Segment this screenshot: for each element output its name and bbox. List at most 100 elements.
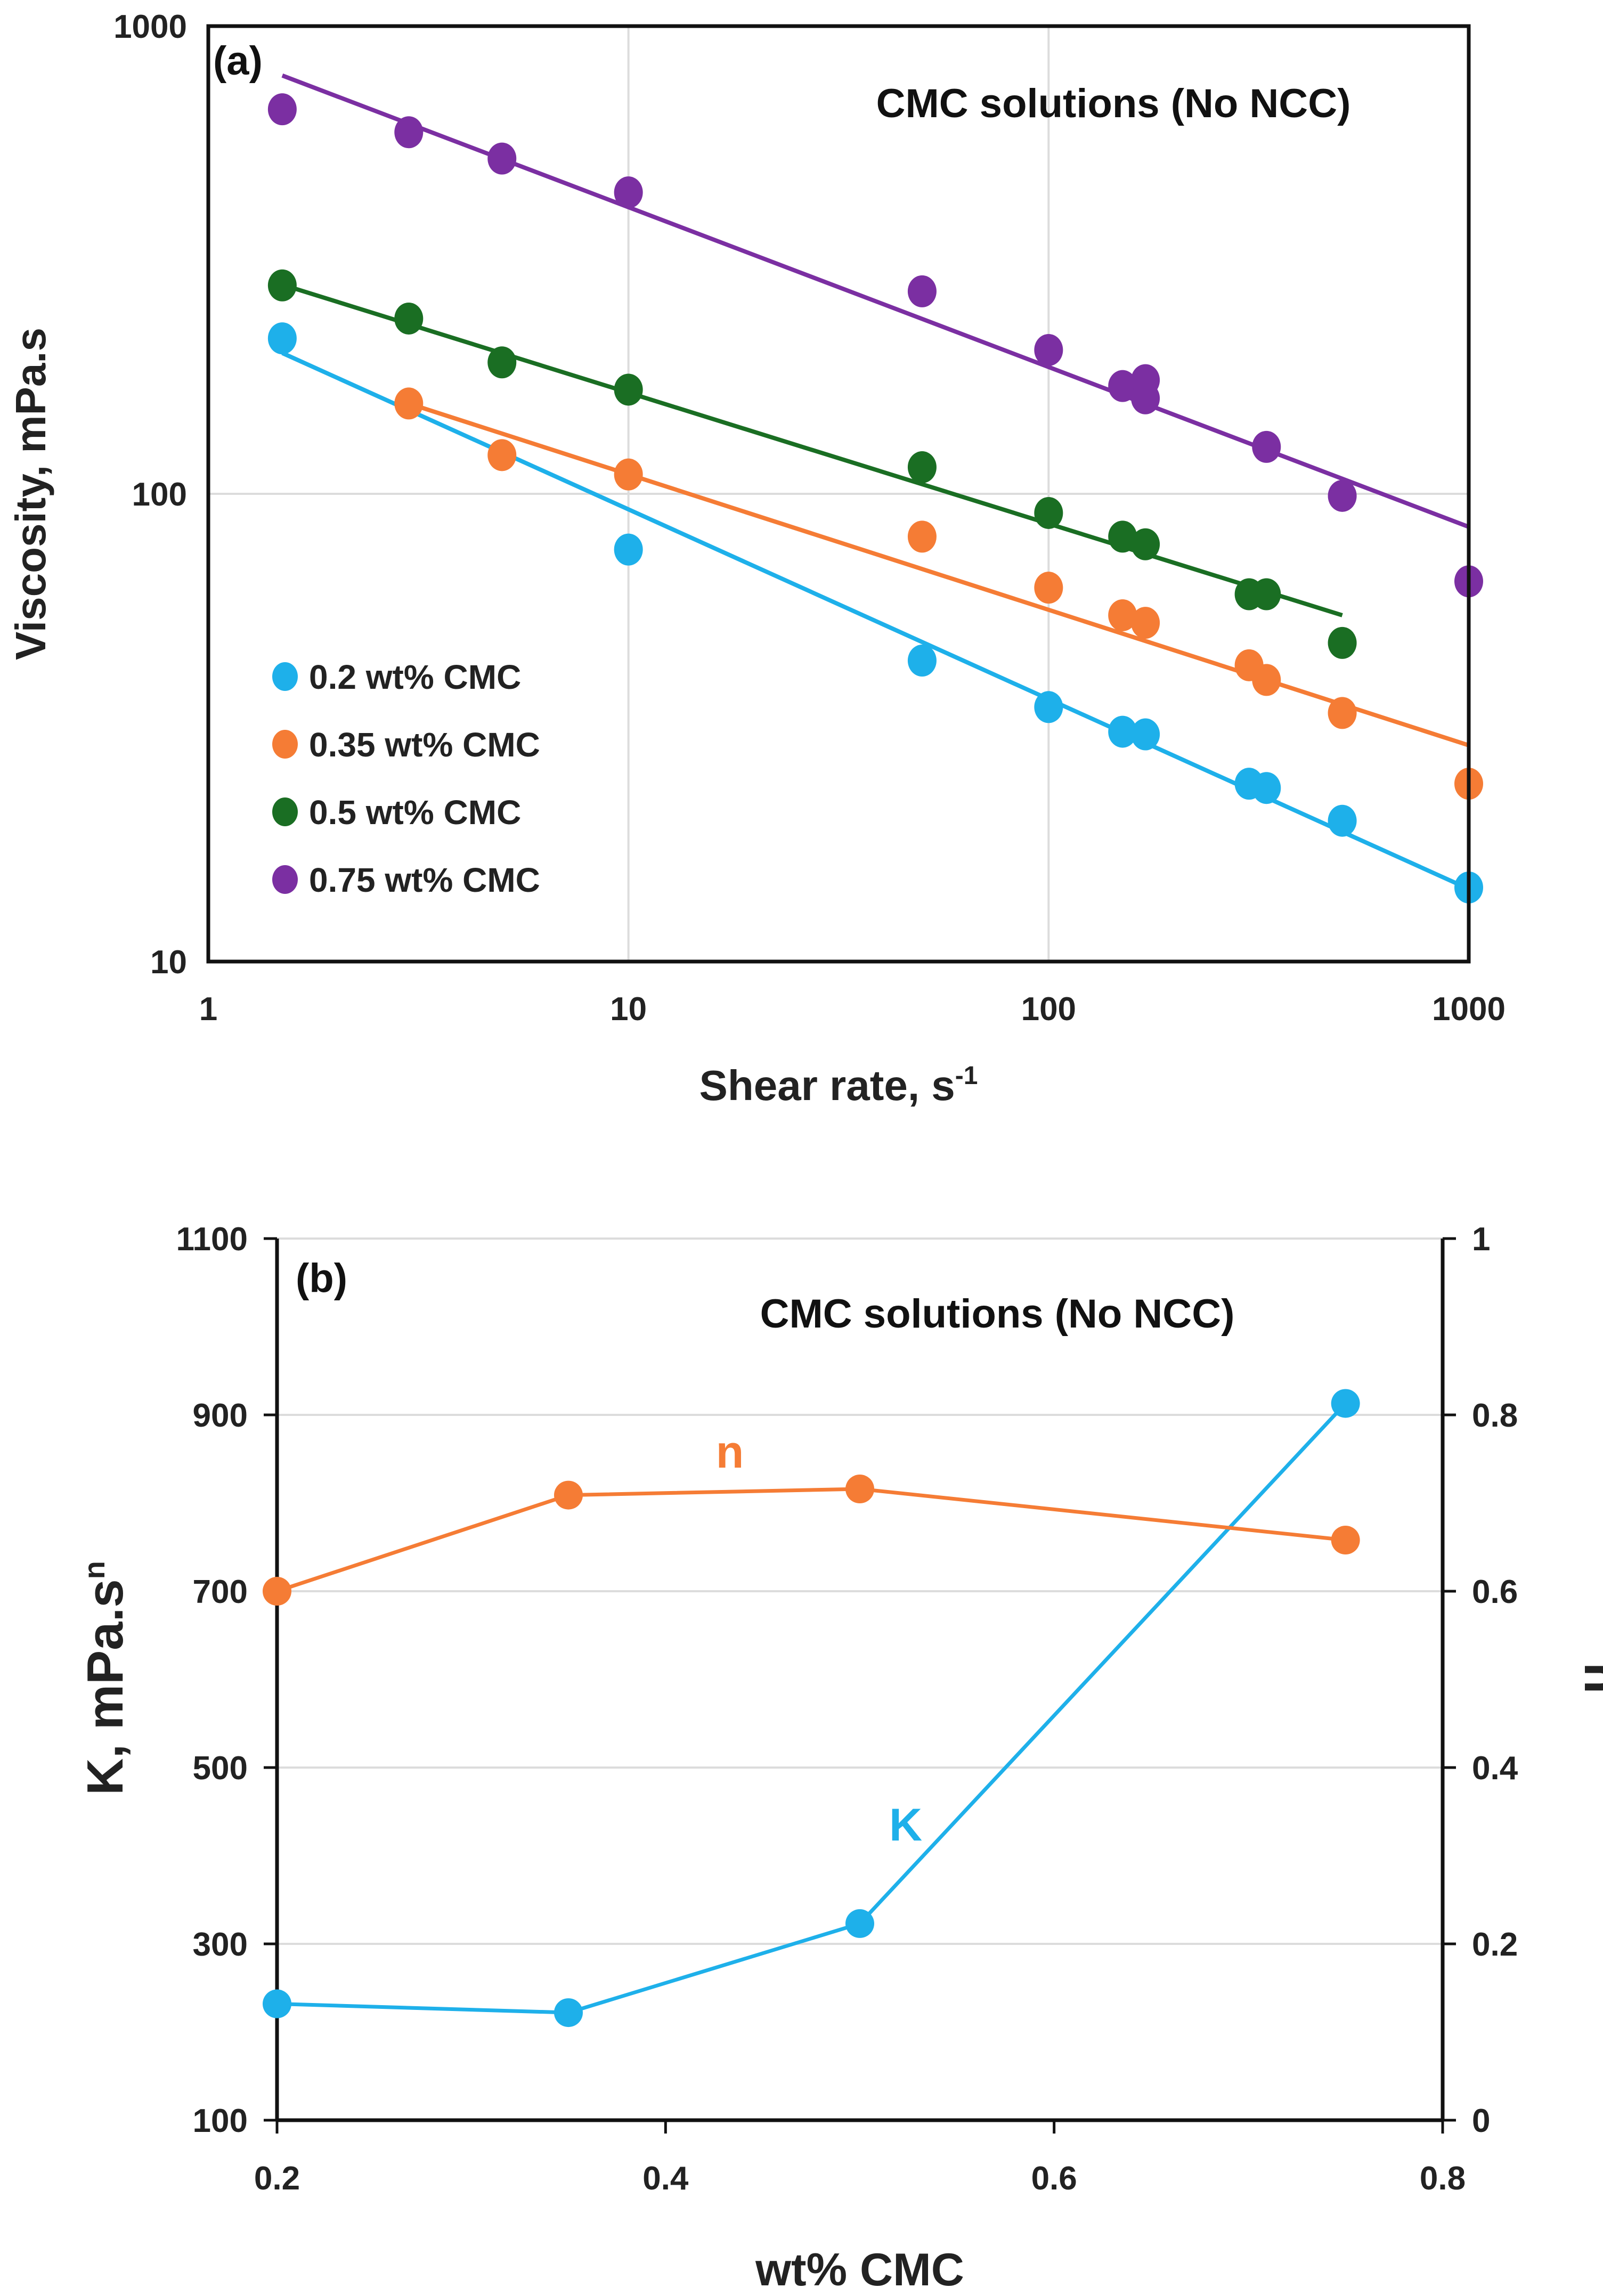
- data-point: [1328, 479, 1357, 512]
- legend-marker: [272, 865, 298, 894]
- data-point: [614, 533, 643, 566]
- data-point: [1331, 1526, 1360, 1555]
- y2-tick-label: 1: [1472, 1221, 1490, 1258]
- data-point: [1108, 520, 1137, 553]
- x-tick-label: 0.4: [642, 2160, 689, 2197]
- data-point: [1034, 334, 1063, 367]
- data-point: [1108, 599, 1137, 631]
- y-axis-label: Viscosity, mPa.s: [7, 328, 54, 660]
- data-point: [267, 322, 297, 355]
- legend-marker: [272, 662, 298, 691]
- data-point: [1252, 578, 1281, 610]
- x-tick-label: 10: [610, 991, 647, 1028]
- data-point: [554, 1480, 583, 1510]
- chart-title: CMC solutions (No NCC): [760, 1291, 1235, 1337]
- data-point: [1131, 718, 1160, 751]
- x-tick-label: 0.8: [1420, 2160, 1466, 2197]
- y2-axis-label: n: [1574, 1663, 1603, 1694]
- data-point: [1252, 772, 1281, 804]
- series-label-n: n: [716, 1427, 744, 1478]
- data-point: [487, 142, 517, 175]
- plot-frame: [206, 24, 1471, 964]
- series-0-5-wt-CMC: [267, 269, 1357, 659]
- x-axis-label: wt% CMC: [755, 2244, 964, 2295]
- series-0-75-wt-CMC: [267, 74, 1483, 598]
- chart-b: 100 0 300 0.2 500 0.4 700 0.6 900 0.8 1100 1 0.2 0.4 0…: [77, 1221, 1603, 2295]
- legend-marker: [272, 730, 298, 759]
- data-point: [845, 1909, 874, 1938]
- data-point: [1034, 496, 1063, 529]
- data-point: [907, 645, 937, 677]
- panel-label: (a): [213, 38, 263, 84]
- series-0-35-wt-CMC: [394, 387, 1483, 800]
- legend-label: 0.5 wt% CMC: [309, 793, 521, 832]
- data-point: [1034, 572, 1063, 604]
- y-tick-label: 900: [193, 1397, 248, 1434]
- data-point: [487, 346, 517, 379]
- data-point: [394, 302, 424, 335]
- panel-label: (b): [296, 1256, 347, 1301]
- legend-marker: [272, 797, 298, 826]
- x-tick-label: 0.6: [1031, 2160, 1077, 2197]
- series-label-K: K: [889, 1800, 922, 1851]
- data-point: [1034, 691, 1063, 723]
- data-point: [1328, 697, 1357, 729]
- data-point: [267, 93, 297, 126]
- fit-line: [281, 74, 1470, 529]
- data-point: [614, 176, 643, 209]
- y-tick-label: 300: [193, 1926, 248, 1963]
- x-tick-label: 100: [1021, 991, 1076, 1028]
- series-line: [276, 1402, 1347, 2015]
- y-tick-label: 1000: [113, 9, 187, 45]
- data-point: [554, 1998, 583, 2028]
- legend-label: 0.35 wt% CMC: [309, 726, 540, 764]
- data-point: [907, 520, 937, 553]
- series-K: [263, 1389, 1360, 2028]
- y2-tick-label: 0: [1472, 2103, 1490, 2139]
- data-point: [487, 439, 517, 471]
- data-point: [1328, 626, 1357, 659]
- data-point: [1252, 664, 1281, 696]
- data-point: [1252, 430, 1281, 463]
- y-tick-label: 500: [193, 1750, 248, 1787]
- series-0-2-wt-CMC: [267, 322, 1483, 903]
- data-point: [907, 275, 937, 307]
- fit-line: [281, 282, 1343, 617]
- x-tick-label: 0.2: [254, 2160, 300, 2197]
- y-tick-label: 1100: [176, 1221, 248, 1258]
- data-point: [1328, 804, 1357, 837]
- x-axis-label: Shear rate, s-1: [699, 1062, 978, 1109]
- data-point: [394, 387, 424, 420]
- data-point: [907, 451, 937, 484]
- data-point: [1131, 528, 1160, 560]
- fit-line: [408, 401, 1470, 747]
- data-point: [1108, 715, 1137, 748]
- x-tick-label: 1000: [1432, 991, 1506, 1028]
- data-point: [1131, 607, 1160, 639]
- y-tick-label: 100: [193, 2103, 248, 2139]
- data-point: [845, 1475, 874, 1504]
- data-point: [267, 269, 297, 302]
- legend-label: 0.75 wt% CMC: [309, 861, 540, 899]
- series-line: [276, 1487, 1346, 1593]
- data-point: [614, 373, 643, 406]
- y-tick-label: 700: [193, 1574, 248, 1610]
- series-n: [263, 1475, 1360, 1606]
- y-axis-label: K, mPa.sn: [77, 1561, 134, 1795]
- data-point: [263, 1989, 291, 2018]
- data-point: [1131, 382, 1160, 414]
- chart-title: CMC solutions (No NCC): [876, 81, 1351, 126]
- data-point: [1331, 1389, 1360, 1418]
- y-tick-label: 100: [132, 476, 187, 513]
- y2-tick-label: 0.8: [1472, 1397, 1518, 1434]
- y-tick-label: 10: [150, 944, 187, 981]
- data-point: [263, 1577, 291, 1606]
- data-point: [614, 458, 643, 491]
- x-tick-label: 1: [199, 991, 217, 1028]
- y2-tick-label: 0.2: [1472, 1926, 1518, 1963]
- y2-tick-label: 0.4: [1472, 1750, 1518, 1787]
- data-point: [394, 116, 424, 149]
- y2-tick-label: 0.6: [1472, 1574, 1518, 1610]
- chart-a: 1 10 100 1000 10 100 1000 0.2 wt% CMC 0.35 wt% C…: [7, 9, 1506, 1109]
